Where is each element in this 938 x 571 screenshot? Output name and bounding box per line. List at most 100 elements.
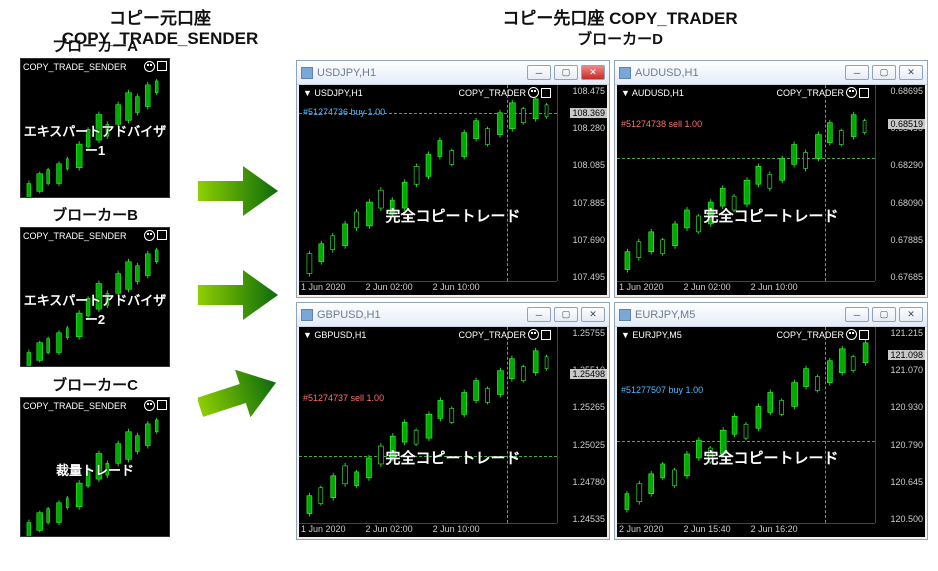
window-icon [619,67,631,79]
price-tick: 1.25025 [572,440,605,450]
time-axis: 1 Jun 2020 2 Jun 02:00 2 Jun 10:00 [299,281,557,295]
time-tick: 2 Jun 10:00 [751,282,798,295]
close-button[interactable]: ✕ [899,307,923,322]
price-axis: 1.257551.255101.252651.250251.247801.245… [557,327,607,523]
maximize-button[interactable]: ▢ [872,65,896,80]
doc-icon [157,400,167,410]
smile-icon [144,230,155,241]
sender-overlay: 裁量トレード [21,460,169,479]
time-tick: 1 Jun 2020 [301,282,346,295]
time-tick: 1 Jun 2020 [619,282,664,295]
sender-chart-a: COPY_TRADE_SENDER エキスパートアドバイザー1 [20,58,170,198]
maximize-button[interactable]: ▢ [554,65,578,80]
close-button[interactable]: ✕ [581,65,605,80]
smile-icon [144,400,155,411]
window-title: AUDUSD,H1 [635,67,845,79]
price-tick: 1.25265 [572,402,605,412]
price-tick: 0.67685 [890,272,923,282]
time-tick: 2 Jun 15:40 [684,524,731,537]
time-tick: 2 Jun 10:00 [433,282,480,295]
time-tick: 2 Jun 02:00 [366,282,413,295]
window-icon [619,309,631,321]
price-tick: 1.24535 [572,514,605,524]
chart-area[interactable]: ▼ AUDUSD,H1 COPY_TRADER #51274738 sell 1… [617,85,925,295]
trader-window-usdjpy[interactable]: USDJPY,H1 ─ ▢ ✕ ▼ USDJPY,H1 COPY_TRADER … [296,60,610,298]
price-axis: 121.215 121.070 120.930 120.790 120.645 120.5… [875,327,925,523]
sender-chart-c: COPY_TRADE_SENDER 裁量トレード [20,397,170,537]
broker-d-label: ブローカーD [540,28,700,49]
sender-tag: COPY_TRADE_SENDER [23,401,127,411]
broker-b-label: ブローカーB [20,204,170,225]
arrow-icon [198,370,278,420]
window-titlebar[interactable]: EURJPY,M5 ─ ▢ ✕ [615,303,927,327]
price-highlight: 1.25498 [570,369,607,379]
maximize-button[interactable]: ▢ [872,307,896,322]
arrow-icon [198,166,278,216]
price-tick: 0.67885 [890,235,923,245]
window-title: EURJPY,M5 [635,309,845,321]
window-titlebar[interactable]: USDJPY,H1 ─ ▢ ✕ [297,61,609,85]
broker-a-label: ブローカーA [20,35,170,56]
maximize-button[interactable]: ▢ [554,307,578,322]
broker-c-label: ブローカーC [20,374,170,395]
price-tick: 1.25755 [572,328,605,338]
time-tick: 2 Jun 2020 [619,524,664,537]
window-title: GBPUSD,H1 [317,309,527,321]
time-tick: 1 Jun 2020 [301,524,346,537]
time-axis: 2 Jun 2020 2 Jun 15:40 2 Jun 16:20 [617,523,875,537]
window-icon [301,67,313,79]
price-tick: 108.475 [572,86,605,96]
minimize-button[interactable]: ─ [527,65,551,80]
chart-area[interactable]: ▼ USDJPY,H1 COPY_TRADER #51274736 buy 1.… [299,85,607,295]
minimize-button[interactable]: ─ [527,307,551,322]
price-tick: 120.500 [890,514,923,524]
price-tick: 120.930 [890,402,923,412]
trader-window-gbpusd[interactable]: GBPUSD,H1 ─ ▢ ✕ ▼ GBPUSD,H1 COPY_TRADER … [296,302,610,540]
sender-overlay: エキスパートアドバイザー2 [21,290,169,328]
price-tick: 120.645 [890,477,923,487]
price-tick: 107.495 [572,272,605,282]
price-tick: 0.68090 [890,198,923,208]
time-tick: 2 Jun 16:20 [751,524,798,537]
price-axis: 108.475 108.280 108.085 107.885 107.690 107.4… [557,85,607,281]
doc-icon [157,230,167,240]
price-tick: 107.690 [572,235,605,245]
chart-area[interactable]: ▼ EURJPY,M5 COPY_TRADER #51277507 buy 1.… [617,327,925,537]
candles [617,327,875,523]
trader-window-audusd[interactable]: AUDUSD,H1 ─ ▢ ✕ ▼ AUDUSD,H1 COPY_TRADER … [614,60,928,298]
time-tick: 2 Jun 10:00 [433,524,480,537]
time-tick: 2 Jun 02:00 [684,282,731,295]
price-tick: 108.085 [572,160,605,170]
time-axis: 1 Jun 2020 2 Jun 02:00 2 Jun 10:00 [299,523,557,537]
chart-area[interactable]: ▼ GBPUSD,H1 COPY_TRADER #51274737 sell 1… [299,327,607,537]
window-icon [301,309,313,321]
price-tick: 107.885 [572,198,605,208]
price-highlight: 121.098 [888,350,925,360]
candles [617,85,875,281]
price-tick: 121.215 [890,328,923,338]
smile-icon [144,61,155,72]
minimize-button[interactable]: ─ [845,307,869,322]
price-axis: 0.686950.684900.682900.680900.678850.676… [875,85,925,281]
price-tick: 121.070 [890,365,923,375]
trader-window-eurjpy[interactable]: EURJPY,M5 ─ ▢ ✕ ▼ EURJPY,M5 COPY_TRADER … [614,302,928,540]
price-highlight: 0.68519 [888,119,925,129]
sender-overlay: エキスパートアドバイザー1 [21,121,169,159]
price-tick: 1.24780 [572,477,605,487]
window-titlebar[interactable]: AUDUSD,H1 ─ ▢ ✕ [615,61,927,85]
minimize-button[interactable]: ─ [845,65,869,80]
sender-tag: COPY_TRADE_SENDER [23,62,127,72]
price-tick: 120.790 [890,440,923,450]
sender-tag: COPY_TRADE_SENDER [23,231,127,241]
close-button[interactable]: ✕ [899,65,923,80]
close-button[interactable]: ✕ [581,307,605,322]
price-tick: 108.280 [572,123,605,133]
window-titlebar[interactable]: GBPUSD,H1 ─ ▢ ✕ [297,303,609,327]
doc-icon [157,61,167,71]
time-tick: 2 Jun 02:00 [366,524,413,537]
price-tick: 0.68695 [890,86,923,96]
header-trader: コピー先口座 COPY_TRADER [460,4,780,29]
price-tick: 0.68290 [890,160,923,170]
sender-chart-b: COPY_TRADE_SENDER エキスパートアドバイザー2 [20,227,170,367]
price-highlight: 108.369 [570,108,607,118]
